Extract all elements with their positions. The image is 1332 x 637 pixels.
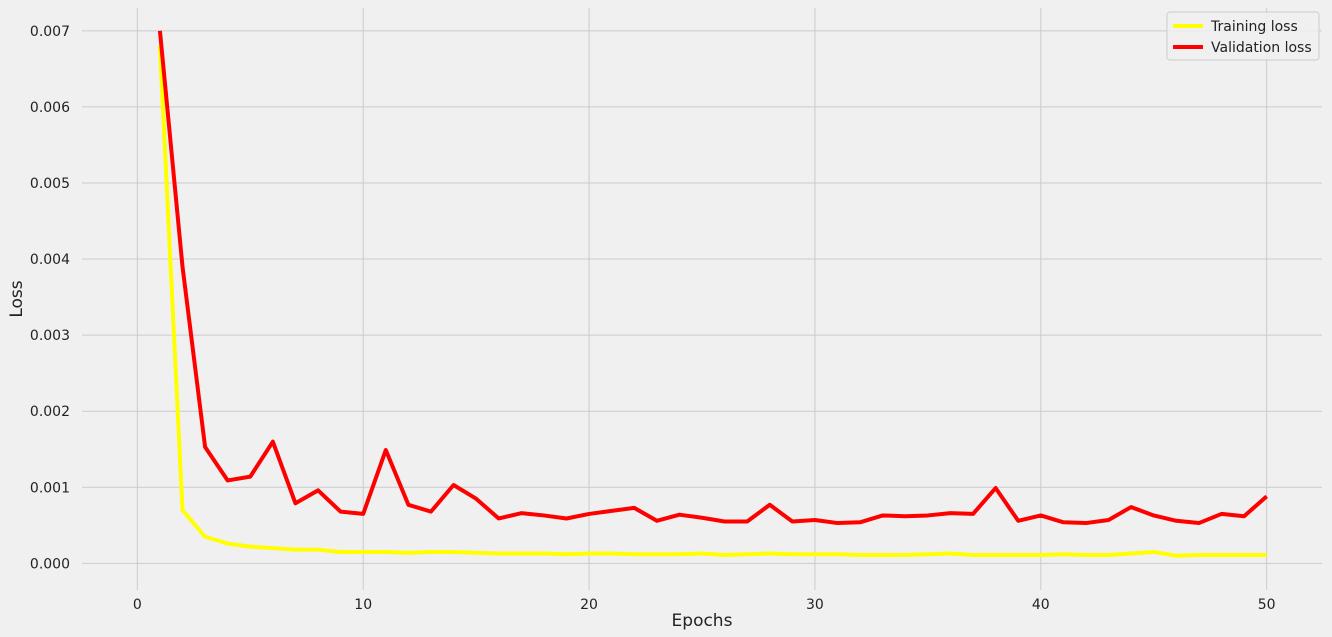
series-line-validation-loss (157, 30, 1268, 526)
series-lines (157, 30, 1268, 558)
y-tick-label: 0.007 (30, 24, 70, 40)
tick-labels: 0 10 20 30 40 50 0.000 0.001 0.002 0.003 0.004 0.00… (30, 24, 1276, 613)
x-tick-label: 50 (1258, 597, 1276, 613)
y-tick-label: 0.003 (30, 328, 70, 344)
x-tick-label: 10 (354, 597, 372, 613)
y-tick-label: 0.001 (30, 480, 70, 496)
x-tick-label: 40 (1032, 597, 1050, 613)
y-tick-label: 0.005 (30, 176, 70, 192)
legend-box (1166, 11, 1320, 61)
x-axis-label: Epochs (672, 611, 733, 631)
x-tick-label: 30 (806, 597, 824, 613)
y-tick-label: 0.000 (30, 556, 70, 572)
legend: Training loss Validation loss (1166, 11, 1320, 61)
legend-label-validation-loss: Validation loss (1211, 40, 1312, 56)
x-tick-label: 20 (580, 597, 598, 613)
series-line-training-loss (157, 45, 1267, 558)
y-tick-label: 0.006 (30, 100, 70, 116)
x-tick-label: 0 (133, 597, 142, 613)
y-axis-label: Loss (7, 280, 27, 317)
grid (82, 8, 1322, 590)
y-tick-label: 0.002 (30, 404, 70, 420)
y-tick-label: 0.004 (30, 252, 70, 268)
legend-label-training-loss: Training loss (1210, 19, 1298, 35)
